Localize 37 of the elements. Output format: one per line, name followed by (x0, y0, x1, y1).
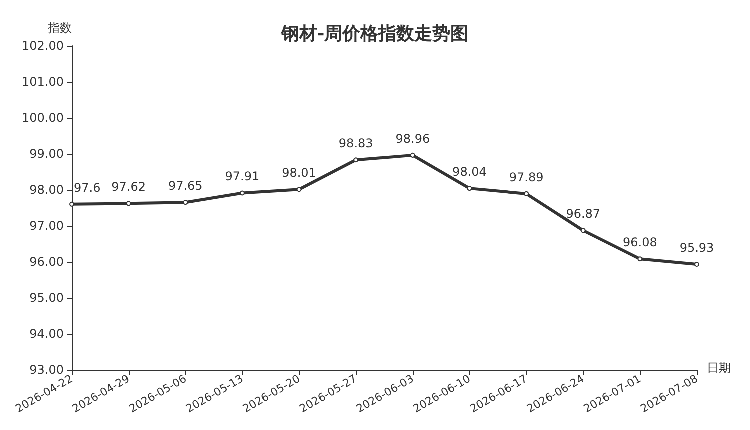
data-label: 98.96 (396, 132, 430, 146)
point (296, 187, 302, 192)
y-tick-label: 96.00 (30, 255, 64, 269)
point (70, 202, 74, 207)
chart-title: 钢材-周价格指数走势图 (280, 24, 469, 44)
y-tick-label: 94.00 (30, 327, 64, 341)
y-tick-label: 101.00 (22, 75, 64, 89)
point (694, 262, 700, 268)
data-label: 98.83 (338, 136, 374, 151)
point (240, 190, 245, 196)
data-label: 96.08 (623, 236, 658, 250)
y-tick-label: 93.00 (30, 363, 64, 377)
point (638, 256, 643, 262)
point (183, 200, 188, 206)
y-tick-label: 98.00 (30, 183, 64, 197)
y-tick-label: 99.00 (30, 147, 64, 161)
data-label: 97.91 (225, 170, 260, 184)
x-axis-title: 日期 (707, 361, 731, 375)
data-label: 97.62 (112, 180, 146, 194)
y-tick-label: 100.00 (22, 111, 64, 125)
point (410, 152, 416, 158)
y-axis-title: 指数 (47, 21, 72, 35)
point (467, 186, 472, 192)
point (524, 191, 530, 196)
data-label: 97.65 (168, 179, 203, 194)
data-label: 96.87 (566, 207, 601, 222)
y-tick-label: 95.00 (30, 291, 64, 305)
y-tick-label: 97.00 (30, 219, 64, 233)
data-label: 97.89 (509, 170, 544, 184)
data-label: 97.6 (74, 180, 101, 195)
data-label: 98.01 (282, 166, 316, 180)
data-label: 98.04 (452, 165, 487, 180)
point (354, 158, 359, 163)
point (580, 228, 586, 234)
point (126, 201, 132, 206)
data-label: 95.93 (680, 241, 714, 256)
y-tick-label: 102.00 (22, 39, 64, 53)
